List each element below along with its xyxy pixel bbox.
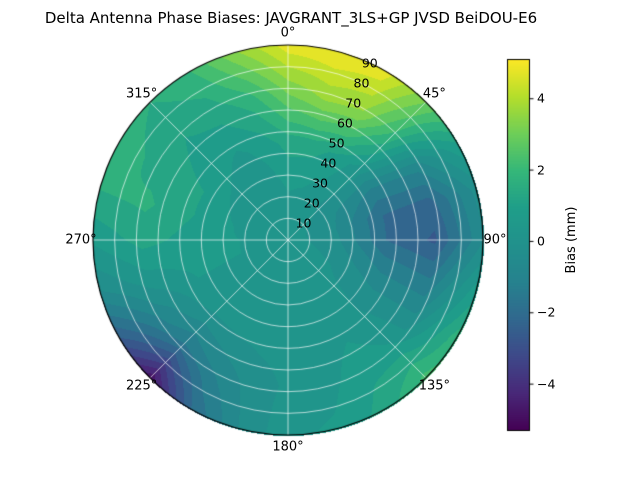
chart-title: Delta Antenna Phase Biases: JAVGRANT_3LS…: [44, 9, 538, 27]
colorbar-axis-label: Bias (mm): [563, 206, 579, 274]
